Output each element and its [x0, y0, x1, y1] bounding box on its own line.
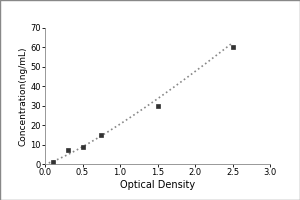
X-axis label: Optical Density: Optical Density	[120, 180, 195, 190]
Y-axis label: Concentration(ng/mL): Concentration(ng/mL)	[18, 46, 27, 146]
